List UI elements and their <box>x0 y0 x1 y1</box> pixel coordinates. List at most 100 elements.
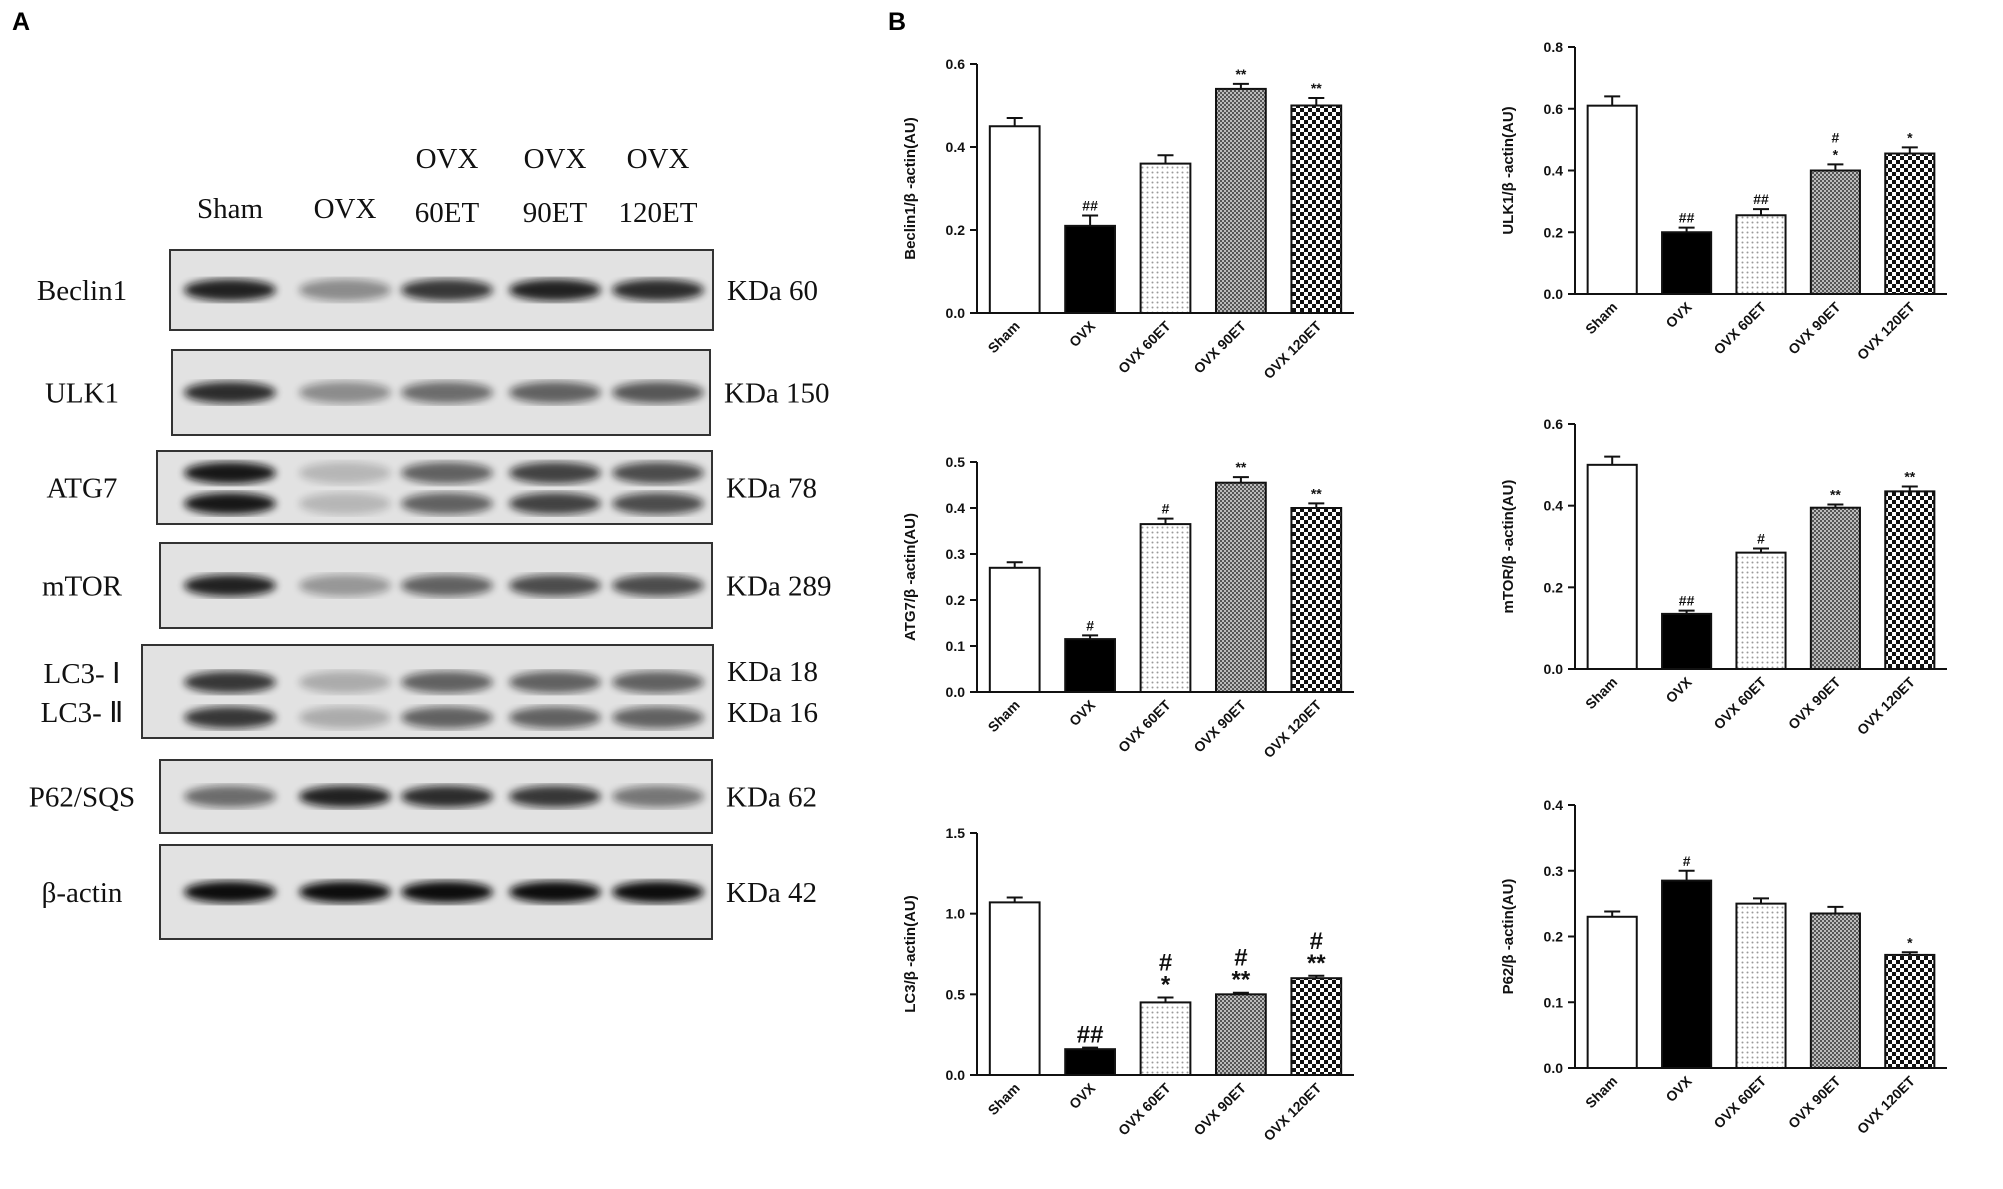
y-tick-label: 0.0 <box>1544 286 1564 302</box>
significance-mark: ** <box>1307 950 1326 977</box>
error-bar <box>1604 95 1621 106</box>
row-label: β-actin <box>42 877 123 909</box>
y-tick-label: 0.2 <box>946 592 966 608</box>
x-tick-label: Sham <box>985 697 1023 735</box>
blot-band <box>299 381 391 404</box>
blot-band <box>509 461 601 484</box>
y-tick-label: 0.4 <box>946 500 966 516</box>
error-bar <box>1006 116 1023 127</box>
blot-band <box>184 574 276 597</box>
y-axis-label: LC3/β -actin(AU) <box>902 895 919 1013</box>
kda-label: KDa 42 <box>726 877 817 909</box>
significance-mark: ## <box>1077 1022 1104 1049</box>
lane-label: 60ET <box>415 197 480 229</box>
blot-band <box>299 279 391 301</box>
blot-band <box>612 706 704 729</box>
blot-band <box>401 492 493 515</box>
x-tick-label: OVX 120ET <box>1854 1072 1918 1136</box>
error-bar <box>1753 208 1769 216</box>
bar <box>1586 104 1638 295</box>
row-label: mTOR <box>42 571 123 603</box>
bar <box>1586 463 1638 671</box>
blot-band <box>509 381 601 404</box>
kda-label: KDa 18 <box>727 656 818 688</box>
row-label: ATG7 <box>47 473 118 505</box>
x-tick-label: Sham <box>985 318 1023 356</box>
error-bar <box>1827 163 1844 171</box>
y-tick-label: 0.4 <box>1544 797 1564 813</box>
x-tick-label: Sham <box>1582 674 1620 712</box>
y-tick-label: 0.1 <box>946 638 966 654</box>
y-tick-label: 0.2 <box>1544 929 1564 945</box>
bar <box>1586 915 1638 1070</box>
blot-band <box>299 492 391 515</box>
y-tick-label: 0.8 <box>1544 39 1564 55</box>
x-tick-label: OVX 120ET <box>1260 696 1324 760</box>
y-tick-label: 0.0 <box>946 684 966 700</box>
row-label: LC3- Ⅰ <box>43 658 120 690</box>
bar <box>1064 638 1116 693</box>
bar <box>988 566 1041 693</box>
blot-band <box>509 785 601 808</box>
panel-label: A <box>12 8 30 36</box>
blot-band <box>299 785 391 808</box>
significance-mark: ** <box>1232 967 1251 994</box>
x-tick-label: OVX 120ET <box>1260 317 1324 381</box>
blot-band <box>299 574 391 597</box>
bar <box>1809 912 1861 1069</box>
blot-band <box>401 461 493 484</box>
significance-mark: ** <box>1830 486 1841 502</box>
blot-band <box>509 492 601 515</box>
bar <box>1215 993 1267 1076</box>
kda-label: KDa 60 <box>727 275 818 307</box>
x-tick-label: OVX <box>1662 673 1695 706</box>
lane-label: OVX <box>314 193 377 225</box>
y-tick-label: 0.0 <box>1544 1060 1564 1076</box>
x-tick-label: OVX <box>1066 696 1099 729</box>
row-label: P62/SQS <box>29 782 135 814</box>
error-bar <box>1827 905 1844 914</box>
blot-band <box>612 881 704 903</box>
blot-band <box>184 706 276 729</box>
y-tick-label: 0.5 <box>946 986 966 1002</box>
lane-label: OVX <box>416 143 479 175</box>
kda-label: KDa 150 <box>724 378 830 410</box>
x-tick-label: OVX 60ET <box>1115 1079 1174 1138</box>
error-bar <box>1082 214 1099 226</box>
bar <box>1661 612 1713 670</box>
y-tick-label: 0.0 <box>946 305 966 321</box>
significance-mark: ** <box>1904 468 1915 484</box>
bar <box>988 901 1041 1077</box>
blot-band <box>612 574 704 597</box>
error-bar <box>1157 154 1174 164</box>
x-tick-label: OVX 60ET <box>1115 317 1174 376</box>
x-tick-label: OVX 90ET <box>1190 696 1249 755</box>
error-bar <box>1308 97 1325 106</box>
significance-mark: # <box>1832 129 1840 145</box>
blot-band <box>184 671 276 694</box>
significance-mark: ## <box>1679 593 1695 609</box>
significance-mark: # <box>1159 950 1172 977</box>
error-bar <box>1901 146 1918 154</box>
bar <box>1809 506 1861 671</box>
significance-mark: # <box>1310 928 1323 955</box>
bar <box>1064 1048 1116 1076</box>
row-label: ULK1 <box>45 378 119 410</box>
blot-band <box>612 785 704 808</box>
bar <box>988 125 1041 314</box>
significance-mark: # <box>1683 853 1691 869</box>
y-tick-label: 1.5 <box>946 825 966 841</box>
kda-label: KDa 78 <box>726 473 817 505</box>
y-tick-label: 1.0 <box>946 906 966 922</box>
y-tick-label: 0.5 <box>946 454 966 470</box>
x-tick-label: OVX <box>1662 298 1695 331</box>
blot-band <box>401 785 493 808</box>
bar <box>1884 953 1936 1069</box>
bar <box>1139 1001 1192 1077</box>
x-tick-label: OVX 60ET <box>1710 673 1769 732</box>
bar <box>1215 481 1267 694</box>
kda-label: KDa 289 <box>726 571 832 603</box>
blot-band <box>184 381 276 404</box>
bar <box>1884 490 1936 670</box>
